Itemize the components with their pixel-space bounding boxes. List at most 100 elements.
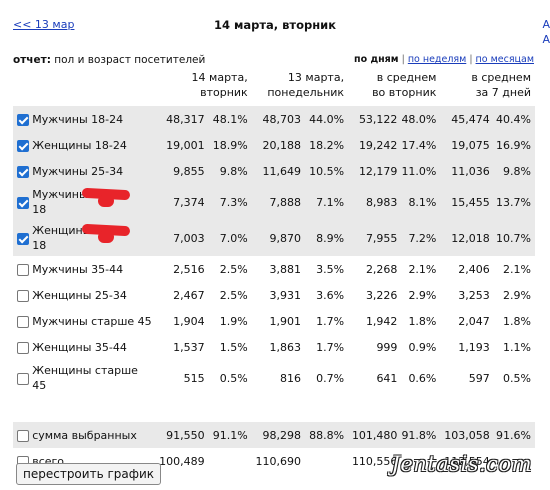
percent-value: 0.7% <box>316 371 345 385</box>
percent-value <box>209 448 252 474</box>
clipped-link-top[interactable]: A <box>542 18 550 31</box>
checkbox-checked[interactable] <box>16 113 29 126</box>
checkbox[interactable] <box>16 429 29 442</box>
percent-value: 40.4% <box>493 106 535 132</box>
visits-value: 98,298 <box>251 422 306 448</box>
percent-value: 48.1% <box>208 106 252 132</box>
row-label: Мужчины 18-24 <box>32 112 124 126</box>
row-label: Женщины <box>32 224 92 237</box>
table-row: Мужчины 25-34 9,855 9.8% 11,649 10.5% 12,179 1… <box>13 158 535 184</box>
row-label: Мужчины старше 45 <box>32 314 152 328</box>
percent-value: 1.8% <box>408 314 437 328</box>
table-row: Женщины старше 45 515 0.5% 816 0.7% 641 0.6% 597… <box>13 360 535 396</box>
table-row: Женщины 18 7,003 7.0% 9,870 8.9% 7,955 7.2% 12,0… <box>13 220 535 256</box>
checkbox[interactable] <box>16 372 29 385</box>
rebuild-chart-button[interactable]: перестроить график <box>16 463 162 485</box>
visits-value: 11,649 <box>251 158 306 184</box>
watermark: Jentasis.com <box>391 452 532 476</box>
visits-value: 110,690 <box>255 454 302 468</box>
percent-value: 8.9% <box>305 220 349 256</box>
visits-value: 3,931 <box>269 288 302 302</box>
page-title: 14 марта, вторник <box>213 18 337 32</box>
redaction-scribble <box>98 195 115 207</box>
row-label: Мужчины 25-34 <box>32 164 124 178</box>
visits-value: 1,942 <box>365 314 398 328</box>
percent-value: 2.1% <box>408 262 437 276</box>
visits-value: 515 <box>183 371 205 385</box>
visits-value: 12,018 <box>440 220 494 256</box>
col-yesterday: 13 марта, понедельник <box>267 71 345 99</box>
checkbox[interactable] <box>16 263 29 276</box>
percent-value: 10.5% <box>305 158 349 184</box>
visits-value: 7,003 <box>159 220 209 256</box>
visits-value: 12,179 <box>348 158 402 184</box>
percent-value: 7.3% <box>208 184 252 220</box>
visits-value: 2,047 <box>458 314 490 328</box>
row-label-line2: 18 <box>32 203 47 216</box>
visits-value: 20,188 <box>251 132 306 158</box>
percent-value: 7.2% <box>401 220 441 256</box>
percent-value: 1.9% <box>219 314 248 328</box>
period-by-day[interactable]: по дням <box>354 54 399 65</box>
percent-value: 0.6% <box>408 371 437 385</box>
percent-value: 1.7% <box>316 314 345 328</box>
checkbox[interactable] <box>16 315 29 328</box>
percent-value: 88.8% <box>305 422 349 448</box>
percent-value: 2.9% <box>503 288 531 302</box>
table-row: Женщины 25-34 2,467 2.5% 3,931 3.6% 3,226 2.9%… <box>13 282 535 308</box>
prev-day-link[interactable]: << 13 мар <box>13 18 75 31</box>
checkbox[interactable] <box>16 289 29 302</box>
percent-value: 1.1% <box>503 340 531 354</box>
row-label: Женщины старше <box>32 364 138 377</box>
period-separator: | <box>401 54 405 65</box>
checkbox-checked[interactable] <box>16 139 29 152</box>
row-label: Женщины 25-34 <box>32 288 127 302</box>
visits-value: 3,226 <box>365 288 398 302</box>
visits-value: 19,242 <box>348 132 402 158</box>
percent-value: 44.0% <box>305 106 349 132</box>
visits-value: 110,556 <box>351 454 398 468</box>
visits-value: 15,455 <box>440 184 494 220</box>
percent-value: 1.8% <box>503 314 531 328</box>
visits-value: 1,901 <box>269 314 302 328</box>
visits-value: 3,253 <box>458 288 490 302</box>
percent-value: 13.7% <box>493 184 535 220</box>
percent-value: 0.9% <box>408 340 437 354</box>
visits-value: 48,317 <box>159 106 209 132</box>
row-label: Женщины 18-24 <box>32 138 127 152</box>
percent-value: 2.9% <box>408 288 437 302</box>
checkbox[interactable] <box>16 341 29 354</box>
percent-value: 18.2% <box>305 132 349 158</box>
visits-value: 9,855 <box>159 158 209 184</box>
period-by-week-link[interactable]: по неделям <box>407 54 467 65</box>
visits-value: 19,001 <box>159 132 209 158</box>
visits-value: 7,374 <box>159 184 209 220</box>
checkbox-checked[interactable] <box>16 196 29 209</box>
row-label: Мужчины <box>32 188 88 201</box>
period-by-month-link[interactable]: по месяцам <box>475 54 534 65</box>
checkbox-checked[interactable] <box>16 165 29 178</box>
percent-value: 91.1% <box>208 422 252 448</box>
table-header-row: 14 марта, вторник 13 марта, понедельник в … <box>13 66 535 106</box>
visits-value: 100,489 <box>159 454 205 468</box>
visits-value: 101,480 <box>348 422 402 448</box>
report-value: пол и возраст посетителей <box>54 54 206 66</box>
row-label: Женщины 35-44 <box>32 340 127 354</box>
report-caption: отчет: пол и возраст посетителей <box>13 54 205 66</box>
visits-value: 112,554 <box>444 454 490 468</box>
visits-value: 9,870 <box>251 220 306 256</box>
checkbox-checked[interactable] <box>16 232 29 245</box>
visits-value: 816 <box>280 371 302 385</box>
row-label: Мужчины 35-44 <box>32 262 124 276</box>
visits-value: 597 <box>468 371 490 385</box>
visits-value: 2,406 <box>458 262 490 276</box>
percent-value: 48.0% <box>401 106 441 132</box>
visits-value: 1,537 <box>173 340 205 354</box>
percent-value: 91.8% <box>401 422 441 448</box>
percent-value: 9.8% <box>208 158 252 184</box>
table-row: Мужчины 18-24 48,317 48.1% 48,703 44.0% 53,12… <box>13 106 535 132</box>
clipped-link-bottom[interactable]: A <box>542 33 550 46</box>
visits-value: 1,193 <box>458 340 490 354</box>
row-label-line2: 45 <box>32 379 47 392</box>
col-avg-tuesday: в среднем во вторник <box>372 71 437 99</box>
